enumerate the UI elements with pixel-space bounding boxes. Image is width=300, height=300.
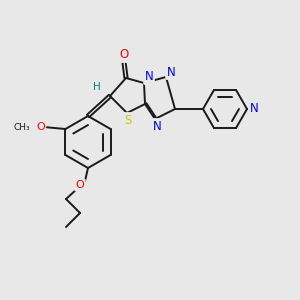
- Text: H: H: [93, 82, 101, 92]
- Text: N: N: [167, 65, 176, 79]
- Text: O: O: [76, 180, 84, 190]
- Text: O: O: [36, 122, 45, 132]
- Text: N: N: [153, 119, 161, 133]
- Text: O: O: [119, 49, 129, 62]
- Text: S: S: [124, 113, 132, 127]
- Text: CH₃: CH₃: [13, 122, 30, 131]
- Text: N: N: [250, 103, 258, 116]
- Text: N: N: [145, 70, 153, 83]
